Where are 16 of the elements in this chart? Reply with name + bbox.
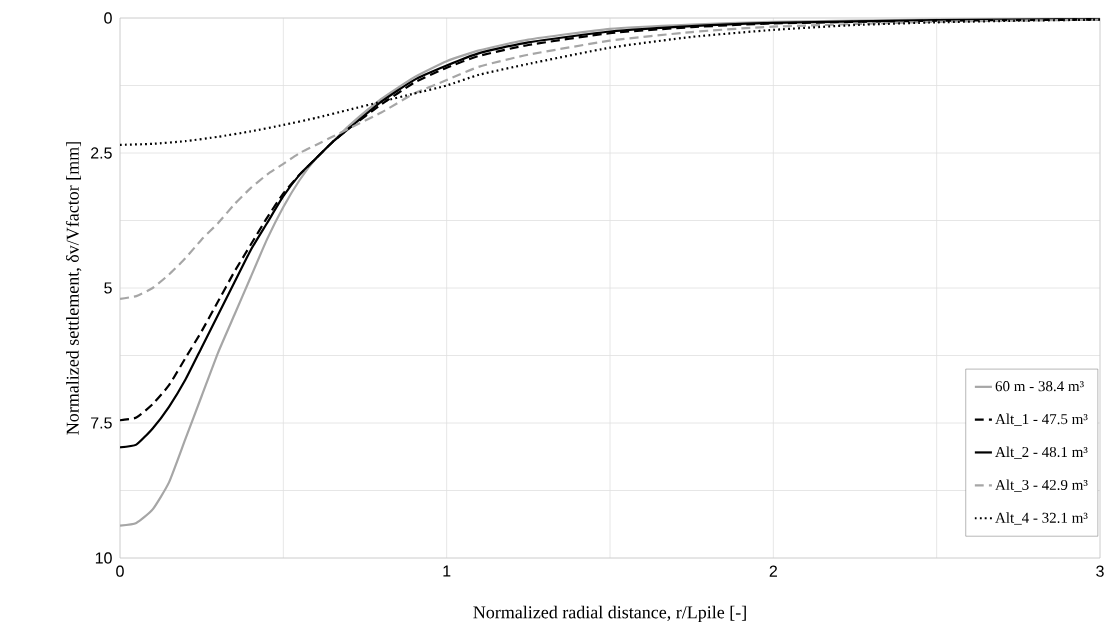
x-axis-title: Normalized radial distance, r/Lpile [-] (473, 605, 746, 623)
y-tick-label: 10 (95, 552, 112, 564)
legend-label: Alt_4 - 32.1 m³ (995, 512, 1088, 525)
x-tick-label: 2 (769, 565, 777, 577)
y-tick-label: 7.5 (91, 417, 112, 429)
x-tick-label: 3 (1096, 565, 1104, 577)
legend-label: 60 m - 38.4 m³ (995, 381, 1084, 392)
y-tick-label: 2.5 (91, 147, 112, 159)
x-tick-label: 0 (116, 565, 124, 577)
legend-label: Alt_2 - 48.1 m³ (995, 446, 1088, 459)
y-tick-label: 5 (104, 282, 112, 294)
x-tick-label: 1 (443, 565, 451, 577)
legend-label: Alt_1 - 47.5 m³ (995, 413, 1088, 426)
legend-label: Alt_3 - 42.9 m³ (995, 479, 1088, 492)
y-tick-label: 0 (104, 12, 112, 24)
y-axis-title: Normalized settlement, δv/Vfactor [mm] (65, 142, 82, 435)
